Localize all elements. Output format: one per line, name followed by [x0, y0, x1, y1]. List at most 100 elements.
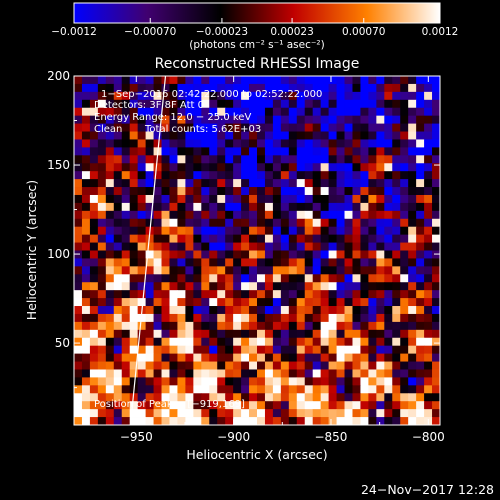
heatmap-cell — [304, 369, 314, 378]
heatmap-cell — [129, 115, 139, 124]
heatmap-cell — [336, 369, 345, 378]
heatmap-cell — [249, 76, 258, 85]
heatmap-cell — [153, 123, 162, 132]
heatmap-cell — [145, 353, 154, 362]
heatmap-cell — [185, 115, 194, 124]
heatmap-cell — [296, 266, 306, 275]
heatmap-cell — [129, 76, 139, 85]
heatmap-cell — [153, 179, 162, 188]
heatmap-cell — [416, 345, 425, 355]
heatmap-cell — [89, 187, 99, 196]
heatmap-cell — [201, 393, 210, 402]
heatmap-cell — [121, 353, 131, 362]
heatmap-cell — [153, 361, 162, 370]
heatmap-cell — [81, 282, 91, 291]
heatmap-cell — [296, 258, 306, 267]
heatmap-cell — [384, 250, 393, 259]
heatmap-cell — [177, 99, 186, 109]
heatmap-cell — [376, 258, 385, 267]
heatmap-cell — [336, 290, 345, 299]
heatmap-cell — [424, 194, 433, 204]
heatmap-cell — [336, 83, 345, 93]
heatmap-cell — [137, 76, 147, 85]
heatmap-cell — [249, 369, 258, 378]
heatmap-cell — [185, 377, 194, 386]
heatmap-cell — [105, 163, 115, 172]
heatmap-cell — [272, 321, 282, 331]
heatmap-cell — [392, 194, 401, 204]
heatmap-cell — [320, 107, 330, 117]
heatmap-cell — [336, 321, 345, 331]
heatmap-cell — [241, 258, 250, 267]
heatmap-cell — [113, 401, 123, 410]
heatmap-cell — [368, 345, 377, 355]
heatmap-cell — [408, 353, 417, 362]
heatmap-cell — [177, 115, 186, 124]
heatmap-cell — [233, 234, 242, 243]
heatmap-cell — [336, 139, 345, 148]
heatmap-cell — [296, 202, 306, 212]
heatmap-cell — [225, 401, 234, 410]
heatmap-cell — [177, 345, 186, 355]
heatmap-cell — [201, 99, 210, 109]
heatmap-cell — [312, 306, 322, 315]
heatmap-cell — [408, 329, 417, 339]
heatmap-cell — [424, 258, 433, 267]
heatmap-cell — [368, 393, 377, 402]
heatmap-cell — [89, 131, 99, 140]
heatmap-cell — [352, 91, 361, 101]
heatmap-cell — [304, 163, 314, 172]
heatmap-cell — [368, 329, 377, 339]
heatmap-area — [74, 76, 440, 425]
heatmap-cell — [288, 306, 298, 315]
heatmap-cell — [225, 179, 234, 188]
heatmap-cell — [296, 218, 306, 228]
heatmap-cell — [384, 123, 393, 132]
heatmap-cell — [105, 266, 115, 275]
heatmap-cell — [89, 226, 99, 236]
heatmap-cell — [312, 202, 322, 212]
heatmap-cell — [113, 171, 123, 180]
heatmap-cell — [360, 115, 369, 124]
heatmap-cell — [280, 250, 290, 259]
heatmap-cell — [105, 218, 115, 228]
heatmap-cell — [296, 147, 306, 156]
heatmap-cell — [169, 123, 178, 132]
heatmap-cell — [416, 171, 425, 180]
heatmap-cell — [384, 131, 393, 140]
heatmap-cell — [416, 194, 425, 204]
heatmap-cell — [384, 242, 393, 251]
heatmap-cell — [241, 76, 250, 85]
heatmap-cell — [296, 226, 306, 236]
heatmap-cell — [105, 171, 115, 180]
heatmap-cell — [320, 194, 330, 204]
heatmap-cell — [74, 171, 83, 180]
heatmap-cell — [233, 306, 242, 315]
heatmap-cell — [432, 409, 440, 418]
heatmap-cell — [312, 361, 322, 370]
heatmap-cell — [328, 83, 337, 93]
heatmap-cell — [185, 353, 194, 362]
heatmap-cell — [416, 250, 425, 259]
heatmap-cell — [296, 298, 306, 307]
heatmap-cell — [209, 210, 218, 220]
heatmap-cell — [137, 163, 147, 172]
colorbar-tick-label: −0.0012 — [51, 26, 97, 38]
heatmap-cell — [97, 226, 107, 236]
heatmap-cell — [432, 99, 440, 109]
heatmap-cell — [384, 337, 393, 347]
heatmap-cell — [97, 385, 107, 394]
heatmap-cell — [193, 290, 202, 299]
heatmap-cell — [233, 123, 242, 132]
heatmap-cell — [129, 417, 139, 425]
heatmap-cell — [272, 377, 282, 386]
heatmap-cell — [424, 274, 433, 283]
heatmap-cell — [217, 337, 226, 347]
heatmap-cell — [432, 282, 440, 291]
heatmap-cell — [217, 226, 226, 236]
heatmap-cell — [312, 147, 322, 156]
heatmap-cell — [264, 345, 274, 355]
heatmap-cell — [264, 83, 274, 93]
heatmap-cell — [145, 242, 154, 251]
